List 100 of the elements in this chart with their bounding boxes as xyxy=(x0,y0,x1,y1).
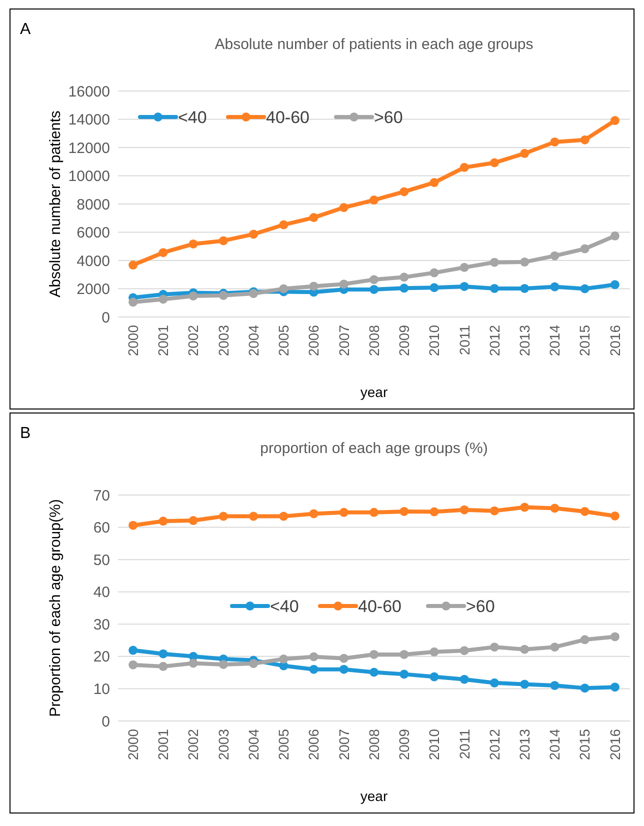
point xyxy=(520,502,530,512)
x-tick-label: 2002 xyxy=(185,728,202,760)
x-tick-label: 2002 xyxy=(185,324,202,356)
x-tick-label: 2014 xyxy=(546,728,563,760)
x-tick-label: 2004 xyxy=(245,324,262,356)
point xyxy=(158,248,168,258)
point xyxy=(520,258,530,267)
point xyxy=(400,506,409,516)
legend-label: >60 xyxy=(466,596,495,616)
point xyxy=(218,236,228,246)
y-tick-label: 6000 xyxy=(76,224,110,242)
point xyxy=(400,284,409,293)
point xyxy=(490,506,499,516)
point xyxy=(279,654,288,664)
point xyxy=(430,647,439,656)
point xyxy=(309,652,318,662)
point xyxy=(128,520,138,530)
x-tick-label: 2005 xyxy=(276,324,292,356)
legend-label: <40 xyxy=(178,108,207,127)
point xyxy=(610,231,620,240)
point xyxy=(218,660,228,669)
x-axis-title: year xyxy=(360,384,388,400)
y-tick-label: 50 xyxy=(93,552,110,569)
x-tick-label: 2005 xyxy=(276,728,292,760)
y-tick-label: 8000 xyxy=(76,196,110,214)
point xyxy=(370,275,378,284)
point xyxy=(339,280,348,289)
x-tick-label: 2006 xyxy=(306,324,322,356)
legend-label: <40 xyxy=(270,596,299,616)
point xyxy=(550,642,560,652)
point xyxy=(580,284,590,294)
point xyxy=(400,650,409,659)
y-tick-label: 4000 xyxy=(76,252,110,270)
point xyxy=(309,282,318,291)
point xyxy=(490,642,499,652)
chart-title: Absolute number of patients in each age groups xyxy=(214,36,534,53)
point xyxy=(550,137,560,146)
legend-label: 40-60 xyxy=(358,596,402,616)
point xyxy=(490,258,499,267)
point xyxy=(339,664,348,674)
point xyxy=(580,506,590,516)
x-tick-label: 2015 xyxy=(576,324,593,356)
point xyxy=(309,213,318,222)
y-tick-label: 16000 xyxy=(68,83,110,100)
x-tick-label: 2003 xyxy=(215,728,232,760)
point xyxy=(128,646,138,655)
x-tick-label: 2006 xyxy=(306,728,322,760)
x-tick-label: 2012 xyxy=(486,728,502,760)
point xyxy=(370,284,378,294)
y-tick-label: 20 xyxy=(93,648,110,666)
x-axis-title: year xyxy=(360,788,388,804)
point xyxy=(550,251,560,260)
x-tick-label: 2013 xyxy=(516,728,532,760)
y-tick-label: 12000 xyxy=(68,140,110,157)
x-tick-label: 2010 xyxy=(426,728,442,760)
point xyxy=(370,196,378,205)
point xyxy=(309,664,318,674)
point xyxy=(188,291,198,300)
point xyxy=(520,644,530,654)
x-tick-label: 2000 xyxy=(124,728,141,760)
x-tick-label: 2013 xyxy=(516,324,532,356)
x-tick-label: 2010 xyxy=(426,324,442,356)
point xyxy=(339,654,348,663)
point xyxy=(188,516,198,526)
point xyxy=(610,511,620,520)
point xyxy=(188,658,198,668)
y-tick-label: 10 xyxy=(93,680,110,698)
point xyxy=(580,684,590,693)
x-tick-label: 2008 xyxy=(366,324,382,356)
point xyxy=(430,283,439,292)
point xyxy=(279,220,288,230)
point xyxy=(158,649,168,658)
point xyxy=(430,178,439,188)
x-tick-label: 2007 xyxy=(336,324,352,356)
y-tick-label: 40 xyxy=(93,584,110,602)
point xyxy=(460,505,469,514)
y-tick-label: 14000 xyxy=(68,112,110,128)
point xyxy=(339,508,348,517)
y-tick-label: 70 xyxy=(93,487,110,504)
y-tick-label: 10000 xyxy=(68,168,110,185)
point xyxy=(610,632,620,642)
chart-title: proportion of each age groups (%) xyxy=(260,440,488,457)
x-tick-label: 2001 xyxy=(155,728,172,760)
point xyxy=(460,646,469,656)
point xyxy=(400,187,409,196)
point xyxy=(610,280,620,290)
text: A xyxy=(20,21,31,38)
x-tick-label: 2011 xyxy=(456,728,472,760)
point xyxy=(430,672,439,682)
point xyxy=(430,507,439,516)
y-tick-label: 0 xyxy=(102,309,110,326)
point xyxy=(520,148,530,158)
point xyxy=(400,272,409,282)
legend-label: >60 xyxy=(374,108,403,127)
point xyxy=(460,282,469,291)
point xyxy=(490,678,499,688)
point xyxy=(279,284,288,294)
point xyxy=(158,516,168,526)
y-tick-label: 0 xyxy=(102,713,110,730)
point xyxy=(400,670,409,679)
